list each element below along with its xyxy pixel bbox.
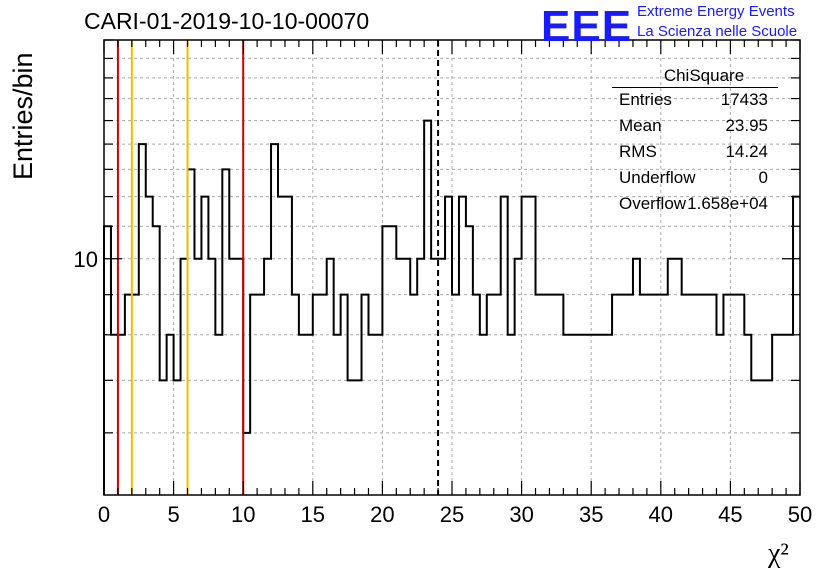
eee-logo: EEE (541, 2, 633, 51)
stats-value: 23.95 (725, 116, 768, 135)
x-tick-label: 50 (788, 502, 812, 527)
x-tick-label: 5 (167, 502, 179, 527)
stats-box: ChiSquare Entries 17433 Mean 23.95 RMS 1… (612, 66, 778, 218)
stats-row-entries: Entries 17433 (612, 88, 778, 114)
x-tick-label: 30 (509, 502, 533, 527)
histogram-line (103, 119, 800, 495)
stats-value: 0 (758, 168, 768, 187)
x-tick-label: 0 (98, 502, 110, 527)
stats-value: 17433 (720, 90, 768, 109)
stats-name: ChiSquare (663, 66, 745, 85)
stats-divider (612, 87, 778, 88)
stats-label: Underflow (619, 168, 696, 187)
x-tick-label: 25 (440, 502, 464, 527)
stats-row-overflow: Overflow 1.658e+04 (612, 192, 778, 218)
stats-label: Entries (619, 90, 672, 109)
stats-row-mean: Mean 23.95 (612, 114, 778, 140)
stats-label: Overflow (619, 194, 687, 213)
stats-value: 1.658e+04 (687, 194, 768, 213)
x-tick-label: 45 (718, 502, 742, 527)
logo-line-2: La Scienza nelle Scuole (637, 23, 798, 40)
y-axis-label: Entries/bin (8, 52, 38, 180)
logo-line-1: Extreme Energy Events (637, 3, 795, 20)
x-axis-label: χ² (768, 538, 789, 569)
stats-row-rms: RMS 14.24 (612, 140, 778, 166)
x-tick-label: 35 (579, 502, 603, 527)
x-tick-label: 20 (370, 502, 394, 527)
chart-title: CARI-01-2019-10-10-00070 (84, 8, 370, 34)
stats-label: RMS (619, 142, 657, 161)
x-tick-label: 40 (649, 502, 673, 527)
stats-value: 14.24 (725, 142, 768, 161)
y-tick-label: 10 (74, 247, 98, 272)
x-tick-label: 15 (301, 502, 325, 527)
stats-label: Mean (619, 116, 662, 135)
stats-row-underflow: Underflow 0 (612, 166, 778, 192)
x-tick-label: 10 (231, 502, 255, 527)
